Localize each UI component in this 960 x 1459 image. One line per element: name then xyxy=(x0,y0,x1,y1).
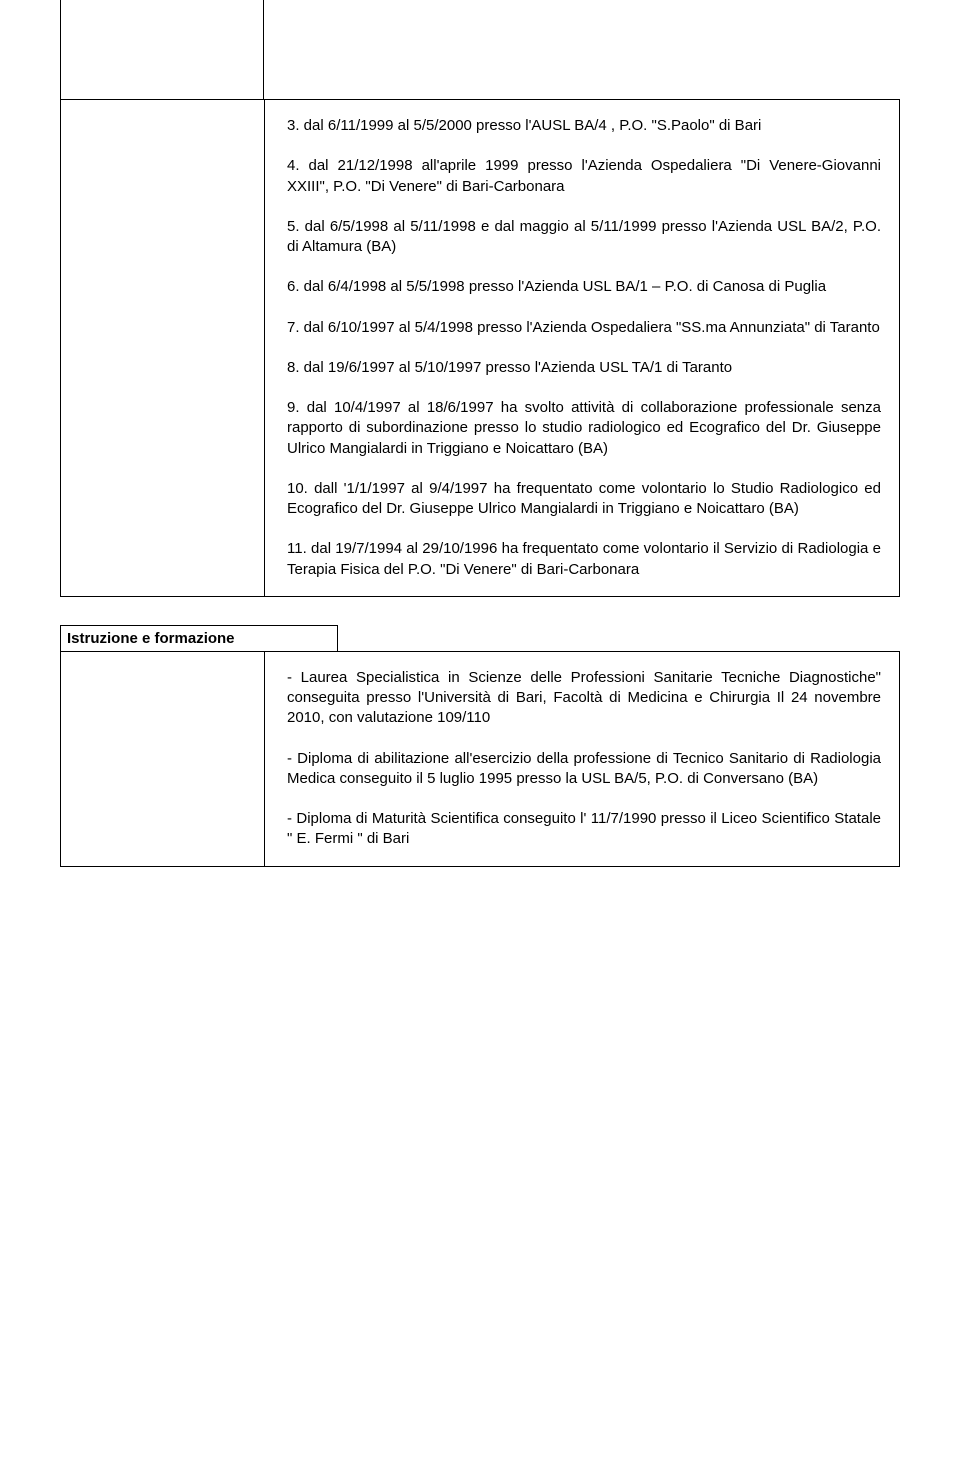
experience-entry: 7. dal 6/10/1997 al 5/4/1998 presso l'Az… xyxy=(287,318,881,338)
education-heading-wrap: Istruzione e formazione xyxy=(60,625,900,652)
experience-left-cell xyxy=(61,100,265,597)
experience-table: 3. dal 6/11/1999 al 5/5/2000 presso l'AU… xyxy=(60,99,900,597)
education-heading: Istruzione e formazione xyxy=(60,625,338,652)
education-right-cell: - Laurea Specialistica in Scienze delle … xyxy=(265,651,900,866)
experience-entry: 9. dal 10/4/1997 al 18/6/1997 ha svolto … xyxy=(287,398,881,459)
education-entry: - Diploma di Maturità Scientifica conseg… xyxy=(287,809,881,850)
document-page: 3. dal 6/11/1999 al 5/5/2000 presso l'AU… xyxy=(0,0,960,907)
experience-entry: 3. dal 6/11/1999 al 5/5/2000 presso l'AU… xyxy=(287,116,881,136)
education-left-cell xyxy=(61,651,265,866)
education-entry: - Laurea Specialistica in Scienze delle … xyxy=(287,668,881,729)
education-table: - Laurea Specialistica in Scienze delle … xyxy=(60,651,900,867)
experience-entry: 4. dal 21/12/1998 all'aprile 1999 presso… xyxy=(287,156,881,197)
experience-entry: 8. dal 19/6/1997 al 5/10/1997 presso l'A… xyxy=(287,358,881,378)
experience-right-cell: 3. dal 6/11/1999 al 5/5/2000 presso l'AU… xyxy=(265,100,900,597)
top-empty-cell xyxy=(60,0,264,100)
experience-entry: 11. dal 19/7/1994 al 29/10/1996 ha frequ… xyxy=(287,539,881,580)
education-entry: - Diploma di abilitazione all'esercizio … xyxy=(287,749,881,790)
experience-entry: 10. dall '1/1/1997 al 9/4/1997 ha freque… xyxy=(287,479,881,520)
experience-entry: 5. dal 6/5/1998 al 5/11/1998 e dal maggi… xyxy=(287,217,881,258)
experience-entry: 6. dal 6/4/1998 al 5/5/1998 presso l'Azi… xyxy=(287,277,881,297)
